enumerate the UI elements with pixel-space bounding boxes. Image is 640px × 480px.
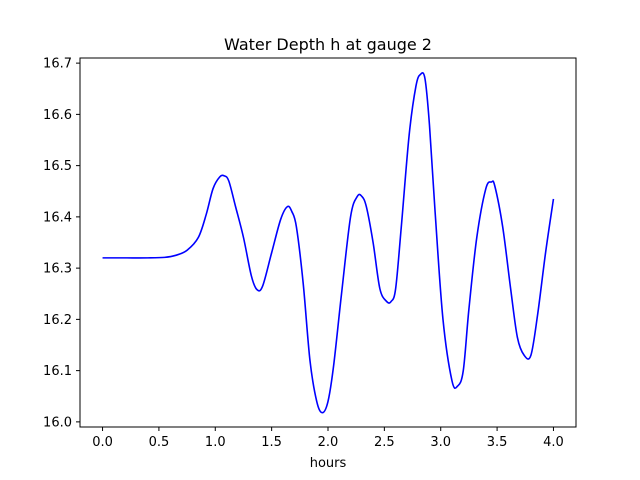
y-tick-label: 16.0 bbox=[43, 415, 72, 430]
y-axis-ticks: 16.0 16.1 16.2 16.3 16.4 16.5 16.6 16.7 bbox=[43, 57, 80, 430]
y-tick-label: 16.3 bbox=[43, 262, 72, 277]
y-tick-label: 16.4 bbox=[43, 210, 72, 225]
x-tick-label: 1.5 bbox=[261, 435, 282, 450]
x-tick-label: 0.5 bbox=[149, 435, 170, 450]
y-tick-label: 16.7 bbox=[43, 57, 72, 72]
x-tick-label: 2.0 bbox=[318, 435, 339, 450]
plot-frame bbox=[79, 57, 577, 428]
x-tick-label: 2.5 bbox=[374, 435, 395, 450]
x-tick-label: 0.0 bbox=[92, 435, 113, 450]
x-tick-label: 3.0 bbox=[430, 435, 451, 450]
y-tick-label: 16.1 bbox=[43, 364, 72, 379]
x-axis-label: hours bbox=[310, 456, 347, 471]
y-tick-label: 16.5 bbox=[43, 159, 72, 174]
y-tick-label: 16.2 bbox=[43, 313, 72, 328]
y-tick-label: 16.6 bbox=[43, 108, 72, 123]
x-axis-ticks: 0.0 0.5 1.0 1.5 2.0 2.5 3.0 3.5 4.0 bbox=[92, 427, 564, 450]
chart-title: Water Depth h at gauge 2 bbox=[224, 35, 432, 54]
x-tick-label: 1.0 bbox=[205, 435, 226, 450]
x-tick-label: 3.5 bbox=[487, 435, 508, 450]
series-line-0 bbox=[102, 72, 555, 414]
x-tick-label: 4.0 bbox=[543, 435, 564, 450]
plot-area bbox=[102, 72, 555, 414]
